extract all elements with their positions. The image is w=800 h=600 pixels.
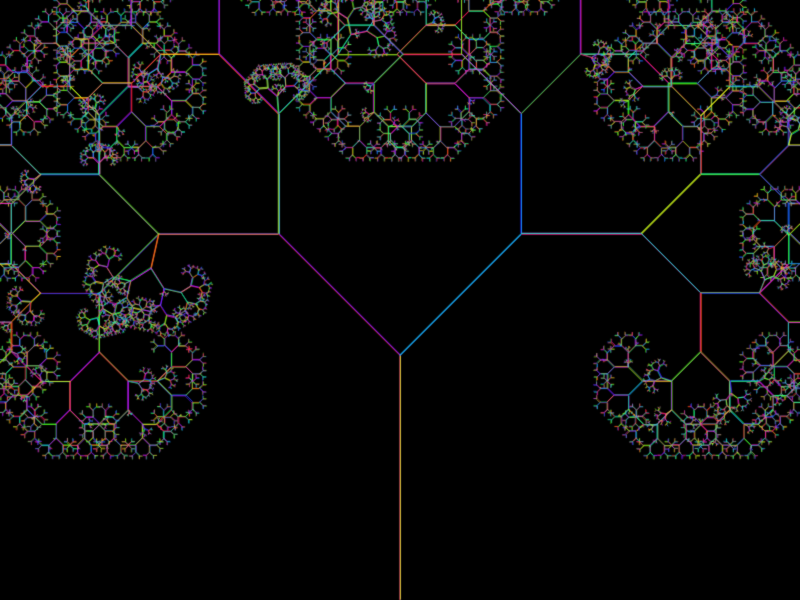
fractal-tree-canvas xyxy=(0,0,800,600)
